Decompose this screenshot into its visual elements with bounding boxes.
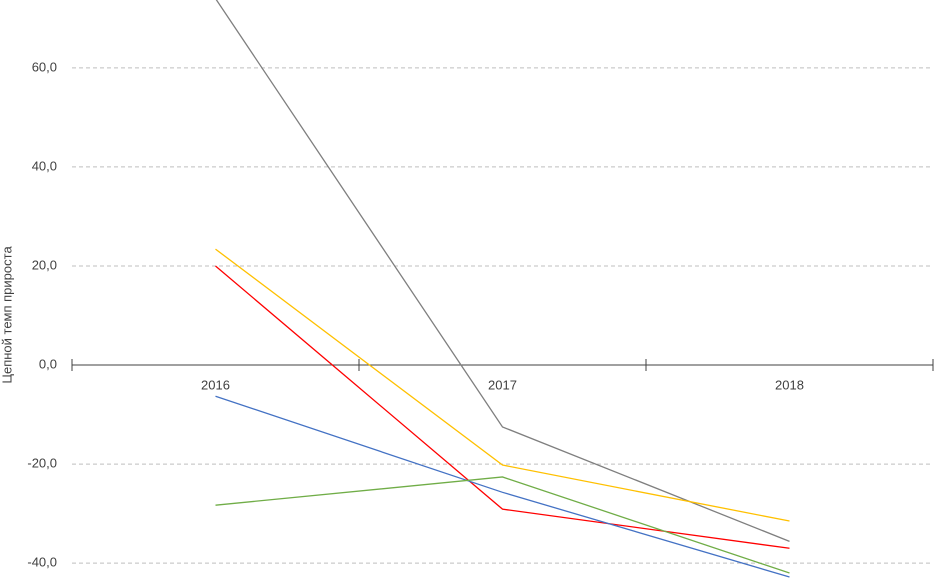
series-line — [215, 265, 790, 549]
y-tick-label: -40,0 — [27, 555, 57, 570]
x-tick-label: 2016 — [201, 377, 230, 392]
series-line — [215, 476, 790, 574]
y-tick-label: 0,0 — [39, 356, 57, 371]
x-tick-label: 2017 — [488, 377, 517, 392]
y-tick-label: -20,0 — [27, 456, 57, 471]
y-tick-label: 20,0 — [32, 257, 57, 272]
y-tick-label: 60,0 — [32, 59, 57, 74]
x-tick-label: 2018 — [775, 377, 804, 392]
y-tick-label: 40,0 — [32, 158, 57, 173]
series-line — [215, 0, 790, 542]
series-line — [215, 248, 790, 522]
series-line — [215, 395, 790, 578]
y-axis-title: Цепной темп прироста — [0, 246, 14, 384]
